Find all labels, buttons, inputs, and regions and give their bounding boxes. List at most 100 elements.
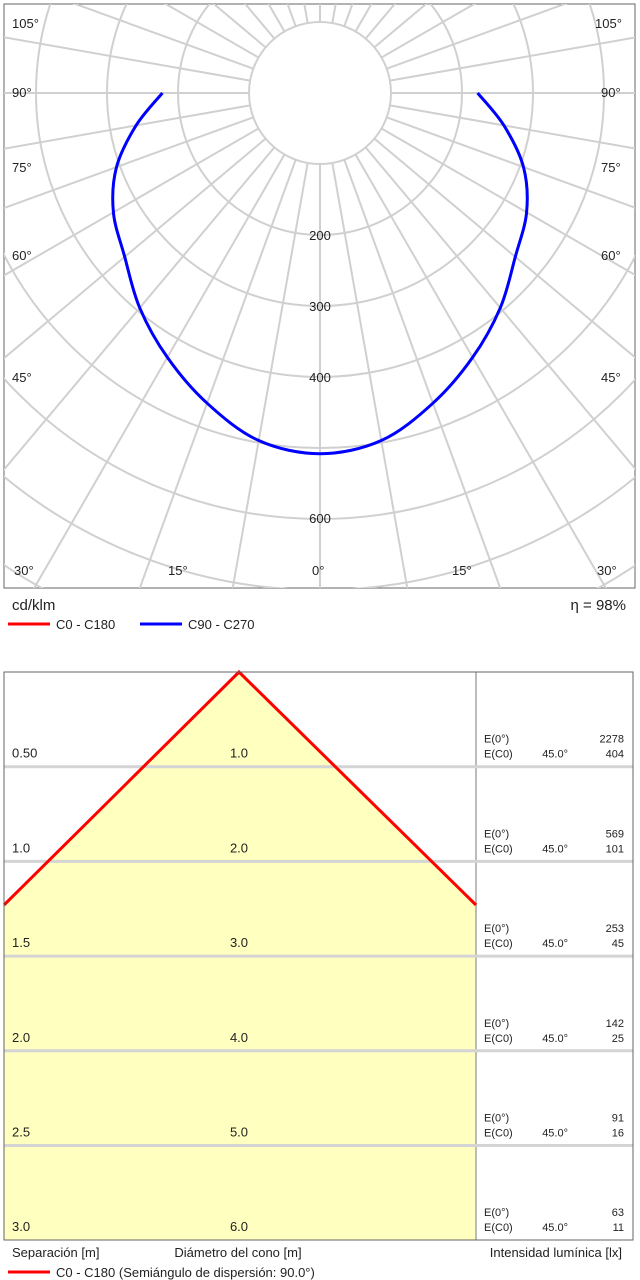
cone-row: 3.0 6.0 E(0°) 63 E(C0) 45.0° 11 (12, 1207, 624, 1234)
grid-spoke-290 (4, 116, 254, 210)
row-separation: 1.0 (12, 840, 30, 855)
row-separation: 3.0 (12, 1219, 30, 1234)
radial-label-300: 300 (309, 299, 331, 314)
footer-separation: Separación [m] (12, 1245, 99, 1260)
row-e0-label: E(0°) (484, 1113, 509, 1125)
grid-spoke-10 (331, 162, 409, 588)
grid-spoke-80 (389, 104, 635, 150)
row-ec0-angle: 45.0° (542, 749, 568, 761)
row-e0-value: 91 (612, 1113, 624, 1125)
angle-label-left-30: 30° (14, 563, 34, 578)
row-separation: 1.5 (12, 935, 30, 950)
grid-spoke-30 (354, 153, 607, 588)
row-ec0-angle: 45.0° (542, 1033, 568, 1045)
grid-spoke-60 (380, 127, 635, 277)
efficiency-label: η = 98% (571, 597, 626, 614)
row-diameter: 6.0 (230, 1219, 248, 1234)
row-diameter: 3.0 (230, 935, 248, 950)
polar-labels: 105° 90° 75° 60° 45° 30° 15° 0° 15° 30° … (12, 16, 622, 578)
legend-label-c90-c270: C90 - C270 (188, 617, 254, 632)
row-ec0-angle: 45.0° (542, 938, 568, 950)
row-diameter: 1.0 (230, 746, 248, 761)
row-ec0-angle: 45.0° (542, 1222, 568, 1234)
angle-label-left-60: 60° (12, 248, 32, 263)
grid-spoke-20 (343, 159, 502, 588)
angle-label-left-105: 105° (12, 16, 39, 31)
row-ec0-angle: 45.0° (542, 1128, 568, 1140)
angle-label-left-45: 45° (12, 370, 32, 385)
cone-row: 1.5 3.0 E(0°) 253 E(C0) 45.0° 45 (12, 923, 624, 950)
unit-label: cd/klm (12, 597, 55, 614)
grid-spoke-70 (386, 116, 635, 209)
grid-spoke-40 (364, 146, 635, 470)
cone-row: 2.5 5.0 E(0°) 91 E(C0) 45.0° 16 (12, 1113, 624, 1140)
cone-diagram: 0.50 1.0 E(0°) 2278 E(C0) 45.0° 404 1.0 2.0 E(0°)… (2, 669, 634, 1280)
curve-c90-c270 (111, 92, 529, 456)
grid-spoke-240 (163, 4, 260, 59)
radial-label-600: 600 (309, 511, 331, 526)
cone-row: 0.50 1.0 E(0°) 2278 E(C0) 45.0° 404 (12, 734, 624, 761)
angle-label-right-30: 30° (597, 563, 617, 578)
angle-label-right-105: 105° (595, 16, 622, 31)
grid-spoke-300 (4, 127, 260, 277)
grid-spoke-320 (4, 146, 276, 472)
radial-label-400: 400 (309, 370, 331, 385)
row-ec0-value: 45 (612, 938, 624, 950)
row-e0-value: 142 (606, 1018, 624, 1030)
grid-spoke-50 (373, 137, 635, 359)
row-ec0-label: E(C0) (484, 938, 513, 950)
angle-label-right-90: 90° (601, 85, 621, 100)
angle-label-bottom-0: 0° (312, 563, 324, 578)
angle-label-left-90: 90° (12, 85, 32, 100)
row-diameter: 5.0 (230, 1125, 248, 1140)
row-ec0-label: E(C0) (484, 843, 513, 855)
cone-row: 1.0 2.0 E(0°) 569 E(C0) 45.0° 101 (12, 828, 624, 855)
grid-spoke-120 (380, 4, 477, 59)
footer-diameter: Diámetro del cono [m] (174, 1245, 301, 1260)
radial-label-200: 200 (309, 228, 331, 243)
cone-rows: 0.50 1.0 E(0°) 2278 E(C0) 45.0° 404 1.0 2.0 E(0°)… (12, 734, 624, 1234)
angle-label-right-15: 15° (452, 563, 472, 578)
row-ec0-value: 404 (606, 749, 624, 761)
row-e0-label: E(0°) (484, 828, 509, 840)
row-diameter: 4.0 (230, 1030, 248, 1045)
row-ec0-label: E(C0) (484, 749, 513, 761)
row-e0-label: E(0°) (484, 1018, 509, 1030)
angle-label-left-15: 15° (168, 563, 188, 578)
cone-grid (4, 672, 633, 1241)
row-e0-value: 2278 (600, 734, 624, 746)
polar-grid (4, 4, 635, 588)
row-ec0-label: E(C0) (484, 1222, 513, 1234)
row-ec0-value: 16 (612, 1128, 624, 1140)
angle-label-right-75: 75° (601, 160, 621, 175)
cone-row: 2.0 4.0 E(0°) 142 E(C0) 45.0° 25 (12, 1018, 624, 1045)
grid-spoke-280 (4, 104, 251, 150)
grid-spoke-110 (386, 4, 568, 70)
grid-spoke-340 (138, 159, 297, 588)
grid-spoke-350 (231, 162, 309, 588)
row-e0-value: 63 (612, 1207, 624, 1219)
row-e0-label: E(0°) (484, 734, 509, 746)
grid-spoke-100 (389, 36, 635, 82)
row-ec0-value: 101 (606, 843, 624, 855)
row-e0-label: E(0°) (484, 1207, 509, 1219)
row-diameter: 2.0 (230, 840, 248, 855)
row-e0-value: 569 (606, 828, 624, 840)
grid-spoke-310 (4, 137, 267, 360)
angle-label-left-75: 75° (12, 160, 32, 175)
row-e0-value: 253 (606, 923, 624, 935)
row-ec0-value: 11 (613, 1222, 624, 1234)
grid-spoke-250 (72, 4, 254, 70)
row-separation: 2.5 (12, 1125, 30, 1140)
row-e0-label: E(0°) (484, 923, 509, 935)
grid-spoke-330 (33, 153, 286, 588)
row-separation: 2.0 (12, 1030, 30, 1045)
row-ec0-label: E(C0) (484, 1033, 513, 1045)
cone-frame (3, 671, 634, 1241)
cone-legend-label: C0 - C180 (Semiángulo de dispersión: 90.… (56, 1265, 315, 1280)
angle-label-right-60: 60° (601, 248, 621, 263)
polar-diagram: 105° 90° 75° 60° 45° 30° 15° 0° 15° 30° … (3, 3, 636, 632)
row-separation: 0.50 (12, 746, 37, 761)
row-ec0-angle: 45.0° (542, 843, 568, 855)
angle-label-right-45: 45° (601, 370, 621, 385)
